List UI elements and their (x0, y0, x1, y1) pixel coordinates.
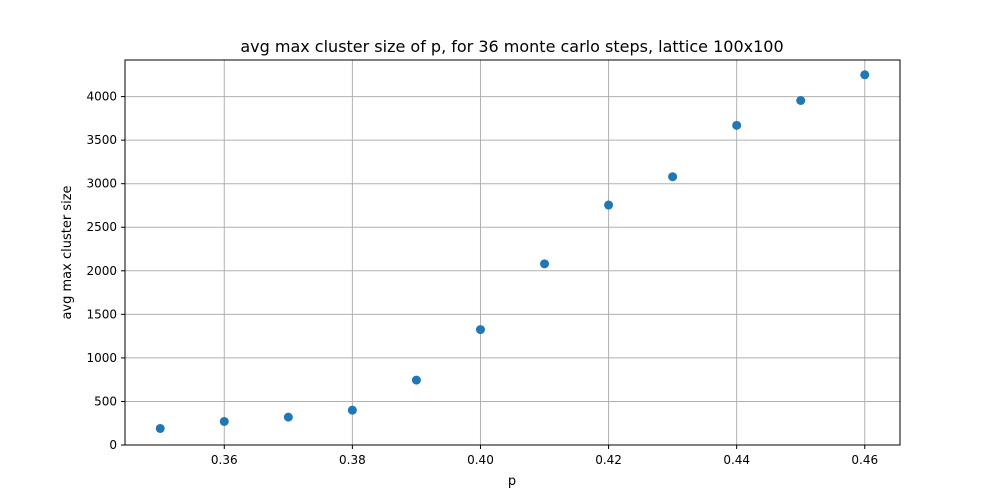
chart-title: avg max cluster size of p, for 36 monte … (240, 37, 783, 56)
x-axis-label: p (508, 474, 516, 489)
y-tick-label: 1000 (86, 351, 117, 365)
x-tick-label: 0.44 (723, 453, 750, 467)
x-tick-label: 0.42 (595, 453, 622, 467)
x-tick-label: 0.38 (339, 453, 366, 467)
y-tick-label: 3000 (86, 177, 117, 191)
data-point (540, 259, 550, 269)
y-tick-label: 0 (109, 438, 117, 452)
data-point (155, 423, 165, 433)
y-tick-label: 2000 (86, 264, 117, 278)
data-point (668, 172, 678, 182)
data-point (860, 70, 870, 80)
x-tick-label: 0.46 (851, 453, 878, 467)
y-tick-label: 4000 (86, 90, 117, 104)
data-point (283, 412, 293, 422)
y-axis-label: avg max cluster size (60, 185, 75, 319)
y-tick-label: 3500 (86, 133, 117, 147)
grid-lines (125, 60, 900, 446)
data-point (604, 200, 614, 210)
data-point (411, 375, 421, 385)
y-tick-label: 500 (94, 394, 117, 408)
data-point (796, 96, 806, 106)
x-tick-label: 0.40 (467, 453, 494, 467)
axis-ticks: 0.36 0.38 0.40 0.42 0.44 0.46 0 500 1000 1500 2000… (86, 90, 878, 467)
y-tick-label: 1500 (86, 307, 117, 321)
data-points (155, 70, 870, 433)
plot-frame (124, 59, 901, 446)
data-point (219, 416, 229, 426)
data-point (732, 120, 742, 130)
y-tick-label: 2500 (86, 220, 117, 234)
data-point (475, 325, 485, 335)
data-point (347, 405, 357, 415)
x-tick-label: 0.36 (211, 453, 238, 467)
